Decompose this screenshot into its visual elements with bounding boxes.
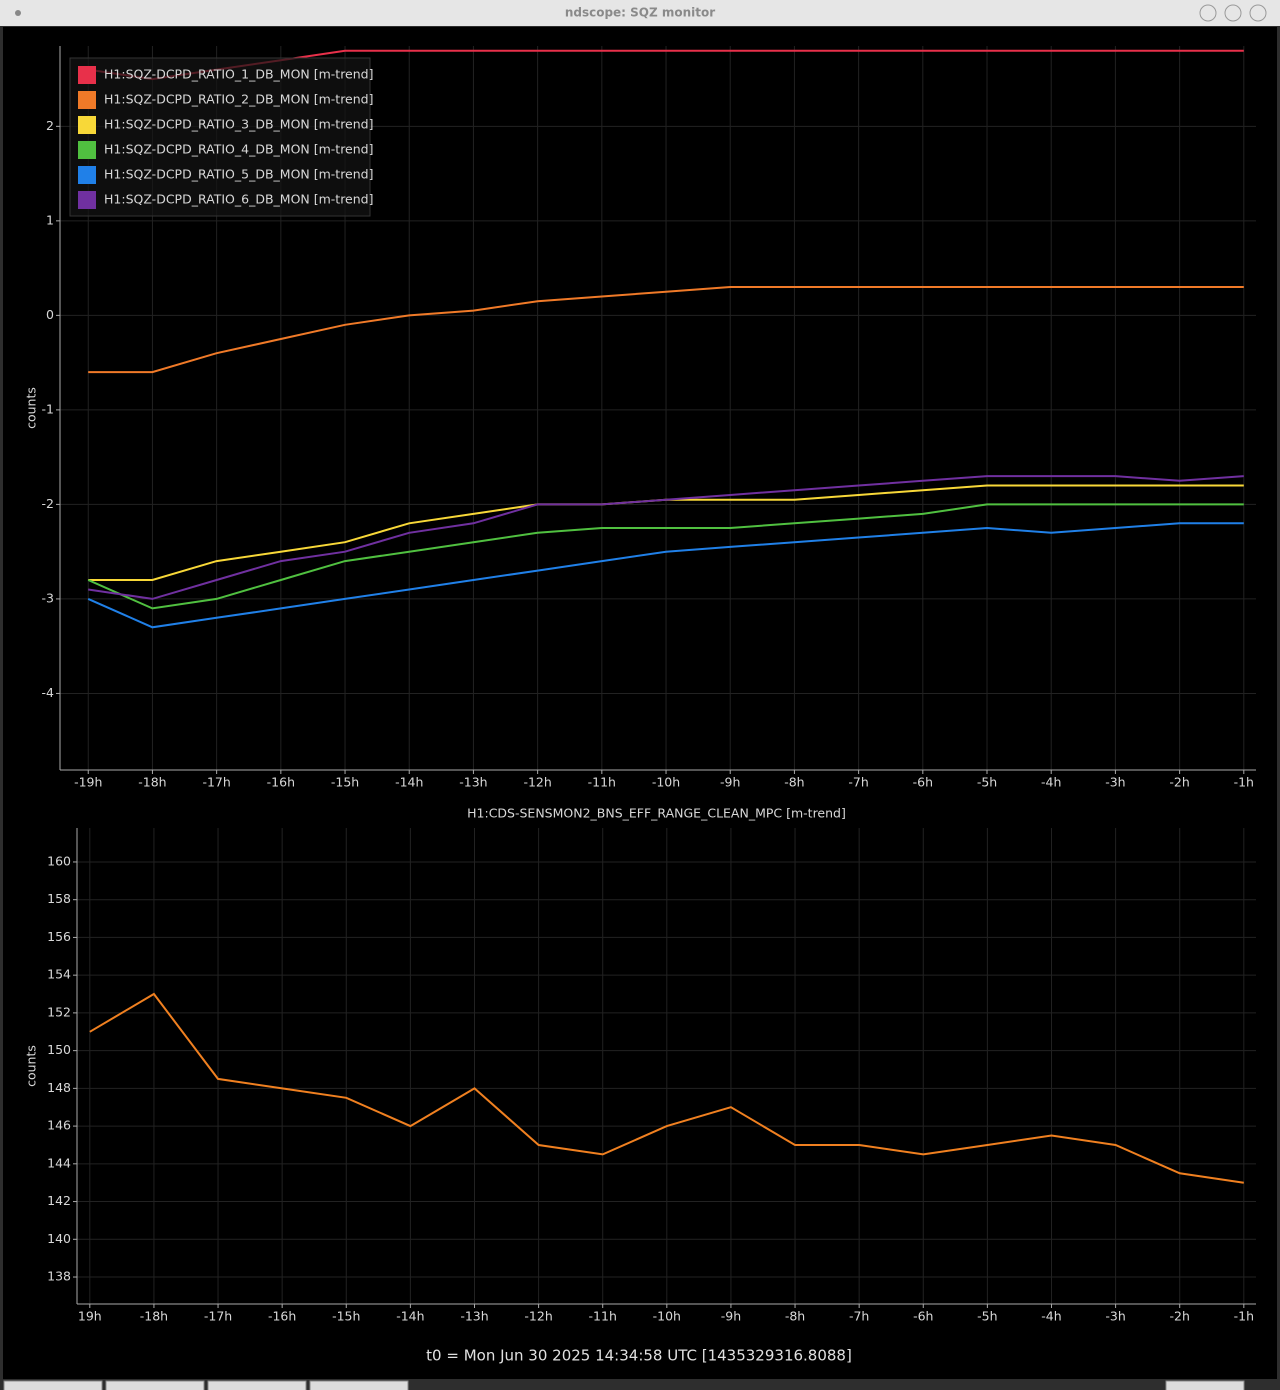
y-tick-label: -4 — [42, 685, 55, 700]
button[interactable] — [105, 1380, 205, 1390]
button[interactable] — [309, 1380, 409, 1390]
x-tick-label: -8h — [784, 775, 804, 790]
x-tick-label: -14h — [396, 1309, 424, 1324]
button[interactable] — [3, 1380, 103, 1390]
x-tick-label: -9h — [721, 1309, 741, 1324]
y-tick-label: -1 — [42, 401, 54, 416]
x-tick-label: -2h — [1170, 1309, 1190, 1324]
series-line — [89, 992, 1244, 1184]
legend-swatch — [78, 91, 96, 109]
y-tick-label: 154 — [47, 967, 71, 982]
y-tick-label: 0 — [46, 307, 54, 322]
y-tick-label: -3 — [42, 590, 54, 605]
button[interactable] — [1165, 1380, 1245, 1390]
x-tick-label: -15h — [332, 1309, 360, 1324]
y-tick-label: 1 — [46, 212, 54, 227]
window-menu[interactable] — [15, 10, 21, 16]
x-tick-label: -16h — [268, 1309, 296, 1324]
legend-swatch — [78, 166, 96, 184]
t0-label: t0 = Mon Jun 30 2025 14:34:58 UTC [14353… — [426, 1347, 852, 1365]
series-line — [88, 475, 1244, 600]
x-tick-label: -18h — [138, 775, 166, 790]
legend-label: H1:SQZ-DCPD_RATIO_2_DB_MON [m-trend] — [104, 92, 373, 107]
x-tick-label: -1h — [1234, 1309, 1254, 1324]
y-tick-label: 158 — [47, 891, 71, 906]
series-line — [87, 522, 1244, 629]
plots: -4 -3 -2 -1 0 1 2 -19h -18h -17h -16h -15h -14h -13h -… — [24, 46, 1256, 1324]
chart-title: H1:CDS-SENSMON2_BNS_EFF_RANGE_CLEAN_MPC … — [467, 806, 846, 821]
x-tick-label: -7h — [849, 1309, 869, 1324]
x-tick-label: -5h — [977, 1309, 997, 1324]
series-group — [87, 49, 1244, 629]
x-tick-label: -6h — [913, 775, 933, 790]
x-tick-label: -18h — [140, 1309, 168, 1324]
x-tick-label: -10h — [652, 775, 680, 790]
y-tick-label: 160 — [47, 853, 71, 868]
y-axis-label: counts — [24, 1045, 39, 1087]
x-tick-label: -4h — [1041, 775, 1061, 790]
x-tick-label: -10h — [653, 1309, 681, 1324]
legend-swatch — [78, 141, 96, 159]
x-tick-label: -8h — [785, 1309, 805, 1324]
window-title: ndscope: SQZ monitor — [565, 6, 715, 20]
x-tick-label: -7h — [848, 775, 868, 790]
y-tick-label: -2 — [42, 496, 54, 511]
x-tick-label: -17h — [202, 775, 230, 790]
legend-swatch — [78, 116, 96, 134]
legend-swatch — [78, 191, 96, 209]
y-tick-label: 152 — [47, 1004, 71, 1019]
series-line — [88, 286, 1244, 374]
legend-label: H1:SQZ-DCPD_RATIO_3_DB_MON [m-trend] — [104, 117, 373, 132]
x-tick-label: -3h — [1105, 1309, 1125, 1324]
x-tick-label: -4h — [1041, 1309, 1061, 1324]
x-tick-label: -3h — [1105, 775, 1125, 790]
x-tick-label: -1h — [1234, 775, 1254, 790]
legend-label: H1:SQZ-DCPD_RATIO_1_DB_MON [m-trend] — [104, 67, 373, 82]
button[interactable] — [207, 1380, 307, 1390]
maximize-button[interactable] — [1224, 4, 1242, 22]
title-bar — [0, 0, 1280, 26]
series-group — [89, 992, 1244, 1184]
y-tick-label: 150 — [47, 1042, 71, 1057]
legend-swatch — [78, 66, 96, 84]
legend-label: H1:SQZ-DCPD_RATIO_6_DB_MON [m-trend] — [104, 192, 373, 207]
close-button[interactable] — [1249, 4, 1267, 22]
y-tick-label: 144 — [47, 1155, 71, 1170]
y-tick-label: 2 — [46, 118, 54, 133]
y-tick-label: 148 — [47, 1080, 71, 1095]
y-tick-label: 156 — [47, 929, 71, 944]
x-tick-label: -9h — [720, 775, 740, 790]
x-tick-label: -13h — [459, 775, 487, 790]
x-tick-label: 19h — [78, 1309, 102, 1324]
x-tick-label: -11h — [589, 1309, 617, 1324]
x-tick-label: -16h — [267, 775, 295, 790]
legend-box — [69, 57, 371, 217]
y-tick-label: 138 — [47, 1269, 71, 1284]
legend-label: H1:SQZ-DCPD_RATIO_4_DB_MON [m-trend] — [104, 142, 373, 157]
x-tick-label: -12h — [523, 775, 551, 790]
x-tick-label: -17h — [204, 1309, 232, 1324]
x-tick-label: -11h — [588, 775, 616, 790]
y-tick-label: 142 — [47, 1193, 71, 1208]
x-tick-label: -15h — [331, 775, 359, 790]
x-tick-label: -12h — [524, 1309, 552, 1324]
y-tick-label: 140 — [47, 1231, 71, 1246]
minimize-button[interactable] — [1199, 4, 1217, 22]
y-tick-label: 146 — [47, 1118, 71, 1133]
x-tick-label: -14h — [395, 775, 423, 790]
x-tick-label: -6h — [913, 1309, 933, 1324]
x-tick-label: -2h — [1169, 775, 1189, 790]
x-tick-label: -13h — [460, 1309, 488, 1324]
scope-area — [3, 27, 1277, 1379]
legend-label: H1:SQZ-DCPD_RATIO_5_DB_MON [m-trend] — [104, 167, 373, 182]
y-axis-label: counts — [24, 387, 39, 429]
x-tick-label: -19h — [74, 775, 102, 790]
series-line — [87, 503, 1244, 610]
x-tick-label: -5h — [977, 775, 997, 790]
